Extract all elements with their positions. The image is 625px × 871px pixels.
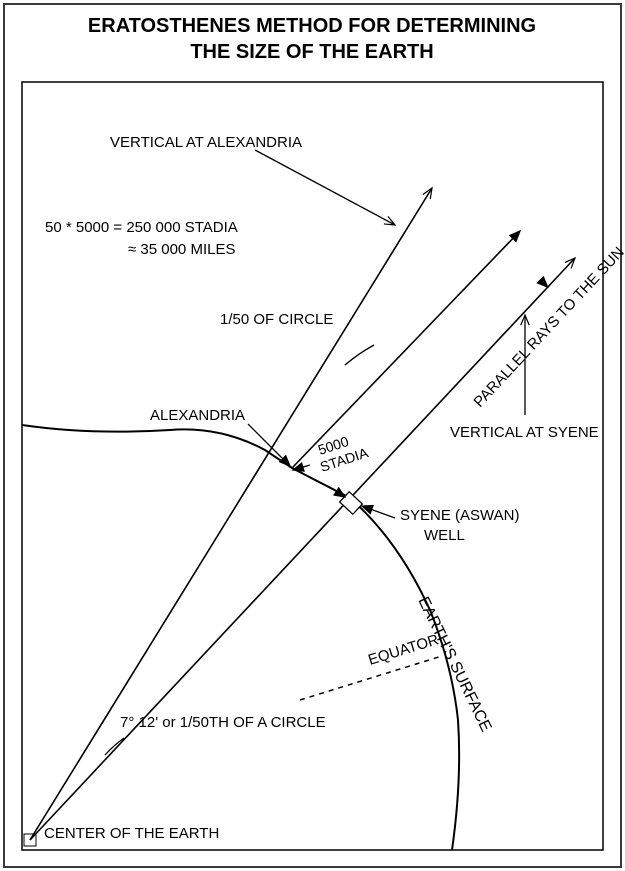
label-calc-line1: 50 * 5000 = 250 000 STADIA bbox=[45, 219, 238, 236]
label-center-earth: CENTER OF THE EARTH bbox=[44, 825, 219, 842]
label-fraction-top: 1/50 OF CIRCLE bbox=[220, 311, 333, 328]
label-syene-well-a: SYENE (ASWAN) bbox=[400, 507, 519, 524]
label-vertical-syene: VERTICAL AT SYENE bbox=[450, 424, 599, 441]
label-alexandria: ALEXANDRIA bbox=[150, 407, 245, 424]
title-line2: THE SIZE OF THE EARTH bbox=[190, 41, 433, 63]
label-calc-line2: ≈ 35 000 MILES bbox=[128, 241, 235, 258]
label-angle-bottom: 7° 12' or 1/50TH OF A CIRCLE bbox=[120, 714, 326, 731]
label-syene-well-b: WELL bbox=[424, 527, 465, 544]
title-line1: ERATOSTHENES METHOD FOR DETERMINING bbox=[88, 15, 536, 37]
label-vertical-alexandria: VERTICAL AT ALEXANDRIA bbox=[110, 134, 302, 151]
